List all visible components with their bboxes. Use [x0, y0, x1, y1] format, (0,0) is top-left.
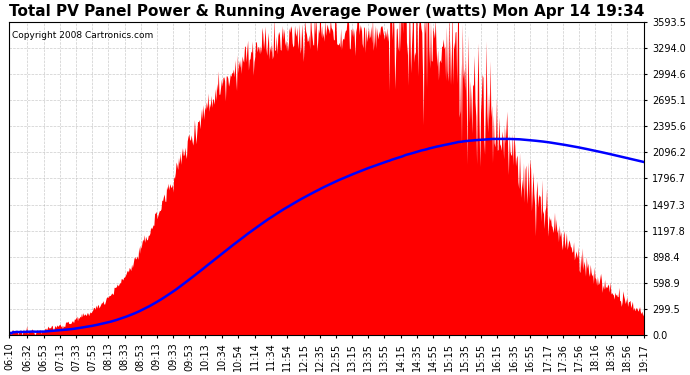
Title: Total PV Panel Power & Running Average Power (watts) Mon Apr 14 19:34: Total PV Panel Power & Running Average P…: [9, 4, 644, 19]
Text: Copyright 2008 Cartronics.com: Copyright 2008 Cartronics.com: [12, 31, 154, 40]
